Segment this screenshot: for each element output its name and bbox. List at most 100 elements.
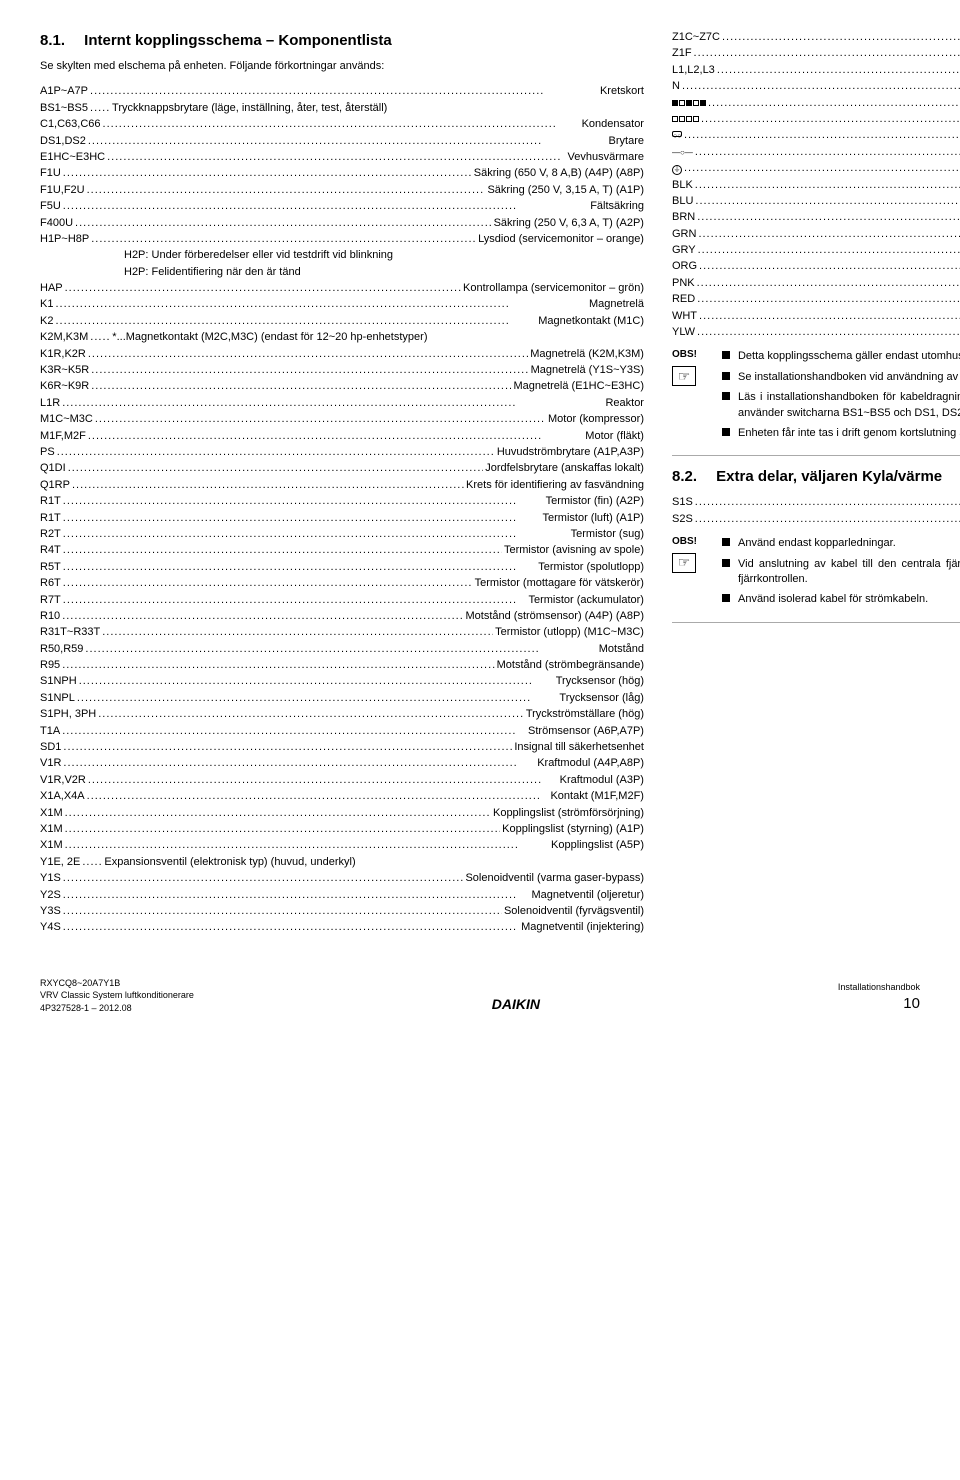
definition-row: PNKRosa (672, 276, 960, 291)
hand-icon: ☞ (672, 553, 696, 573)
dots-leader (62, 609, 463, 624)
definition-row: K6R~K9RMagnetrelä (E1HC~E3HC) (40, 379, 644, 394)
symbol-icon (672, 112, 699, 127)
definition-key: Y4S (40, 920, 61, 935)
definition-row: H1P~H8P Lysdiod (servicemonitor – orange) (40, 232, 644, 247)
obs-item: Se installationshandboken vid användning… (722, 369, 960, 385)
definition-key: PNK (672, 276, 695, 291)
dots-leader (87, 183, 486, 198)
definition-value: Säkring (250 V, 6,3 A, T) (A2P) (494, 216, 644, 231)
definition-key: BLK (672, 178, 693, 193)
definition-value: Solenoidventil (varma gaser-bypass) (465, 871, 644, 886)
intro-text: Se skylten med elschema på enheten. Följ… (40, 59, 644, 74)
definition-row: REDRöd (672, 292, 960, 307)
dots-leader (85, 642, 596, 657)
dots-leader (717, 63, 960, 78)
dots-leader (82, 855, 102, 870)
dots-leader (91, 379, 511, 394)
dots-leader (90, 101, 110, 116)
definition-key: K2 (40, 314, 53, 329)
obs-text: Vid anslutning av kabel till den central… (738, 557, 960, 588)
footer-logo: DAIKIN (492, 995, 540, 1015)
definition-key: M1F,M2F (40, 429, 86, 444)
definition-row: R50,R59Motstånd (40, 642, 644, 657)
symbol-icon: ⏚ (672, 161, 682, 176)
definition-row: BLUBlå (672, 194, 960, 209)
dots-leader (697, 325, 960, 340)
dots-leader (55, 297, 586, 312)
dots-leader (62, 658, 494, 673)
definition-row: F5UFältsäkring (40, 199, 644, 214)
definition-value: Kopplingslist (styrning) (A1P) (502, 822, 644, 837)
definition-value: Strömsensor (A6P,A7P) (528, 724, 644, 739)
definition-value: Kondensator (582, 117, 644, 132)
definition-key: S2S (672, 512, 693, 527)
definition-key: F1U,F2U (40, 183, 85, 198)
dots-leader (63, 199, 588, 214)
symbol-icon (672, 96, 706, 111)
definition-value: *...Magnetkontakt (M2C,M3C) (endast för … (112, 330, 535, 345)
definition-row: R2TTermistor (sug) (40, 527, 644, 542)
obs-marker: OBS! ☞ (672, 535, 712, 612)
section-82-heading: 8.2. Extra delar, väljaren Kyla/värme (672, 466, 960, 487)
dots-leader (684, 161, 960, 176)
definition-key: X1M (40, 838, 63, 853)
definition-value: Trycksensor (låg) (559, 691, 644, 706)
definition-key: S1S (672, 495, 693, 510)
bullet-square-icon (722, 538, 730, 546)
dots-leader (102, 625, 493, 640)
definition-row: HAPKontrollampa (servicemonitor – grön) (40, 281, 644, 296)
definition-row: L1,L2,L3Ström (672, 63, 960, 78)
dots-leader (63, 871, 464, 886)
definition-value: Kraftmodul (A3P) (560, 773, 644, 788)
dots-leader (88, 773, 558, 788)
definition-row: X1A,X4AKontakt (M1F,M2F) (40, 789, 644, 804)
definition-value: Expansionsventil (elektronisk typ) (huvu… (104, 855, 527, 870)
definition-row: GRYGrå (672, 243, 960, 258)
definition-value: Magnetkontakt (M1C) (538, 314, 644, 329)
dots-leader (682, 79, 960, 94)
definition-key: SD1 (40, 740, 61, 755)
symbol-row: Kopplingslist (672, 112, 960, 127)
dots-leader (63, 593, 527, 608)
definition-row: BRNBrun (672, 210, 960, 225)
section-title: Extra delar, väljaren Kyla/värme (716, 468, 942, 485)
definition-row: R95Motstånd (strömbegränsande) (40, 658, 644, 673)
definitions-list-1: A1P~A7PKretskortBS1~BS5Tryckknappsbrytar… (40, 84, 644, 247)
definition-row: A1P~A7PKretskort (40, 84, 644, 99)
definition-key: L1R (40, 396, 60, 411)
obs-item: Använd endast kopparledningar. (722, 535, 960, 551)
dots-leader (65, 806, 491, 821)
definition-key: GRY (672, 243, 696, 258)
definition-key: PS (40, 445, 55, 460)
definition-value: Vevhusvärmare (568, 150, 644, 165)
dots-leader (697, 210, 960, 225)
dots-leader (55, 314, 536, 329)
definition-value: Termistor (avisning av spole) (504, 543, 644, 558)
definition-row: R10Motstånd (strömsensor) (A4P) (A8P) (40, 609, 644, 624)
bullet-square-icon (722, 351, 730, 359)
hand-icon: ☞ (672, 366, 696, 386)
obs-label: OBS! (672, 535, 712, 549)
definition-key: V1R,V2R (40, 773, 86, 788)
obs-text: Se installationshandboken vid användning… (738, 370, 960, 385)
definition-key: R6T (40, 576, 61, 591)
definition-value: Insignal till säkerhetsenhet (514, 740, 644, 755)
definition-key: R7T (40, 593, 61, 608)
dots-leader (695, 178, 960, 193)
definition-value: Magnetrelä (589, 297, 644, 312)
definition-value: Lysdiod (servicemonitor – orange) (478, 232, 644, 247)
dots-leader (68, 461, 484, 476)
definition-value: Motor (fläkt) (585, 429, 644, 444)
dots-leader (698, 243, 960, 258)
dots-leader (698, 227, 960, 242)
obs-label: OBS! (672, 348, 712, 362)
definition-row: F1U,F2USäkring (250 V, 3,15 A, T) (A1P) (40, 183, 644, 198)
definition-key: X1M (40, 806, 63, 821)
definition-value: Brytare (609, 134, 644, 149)
definition-value: Huvudströmbrytare (A1P,A3P) (497, 445, 644, 460)
definition-row: SD1 Insignal till säkerhetsenhet (40, 740, 644, 755)
definition-key: K1 (40, 297, 53, 312)
definition-value: Magnetrelä (K2M,K3M) (530, 347, 644, 362)
definition-key: H1P~H8P (40, 232, 89, 247)
